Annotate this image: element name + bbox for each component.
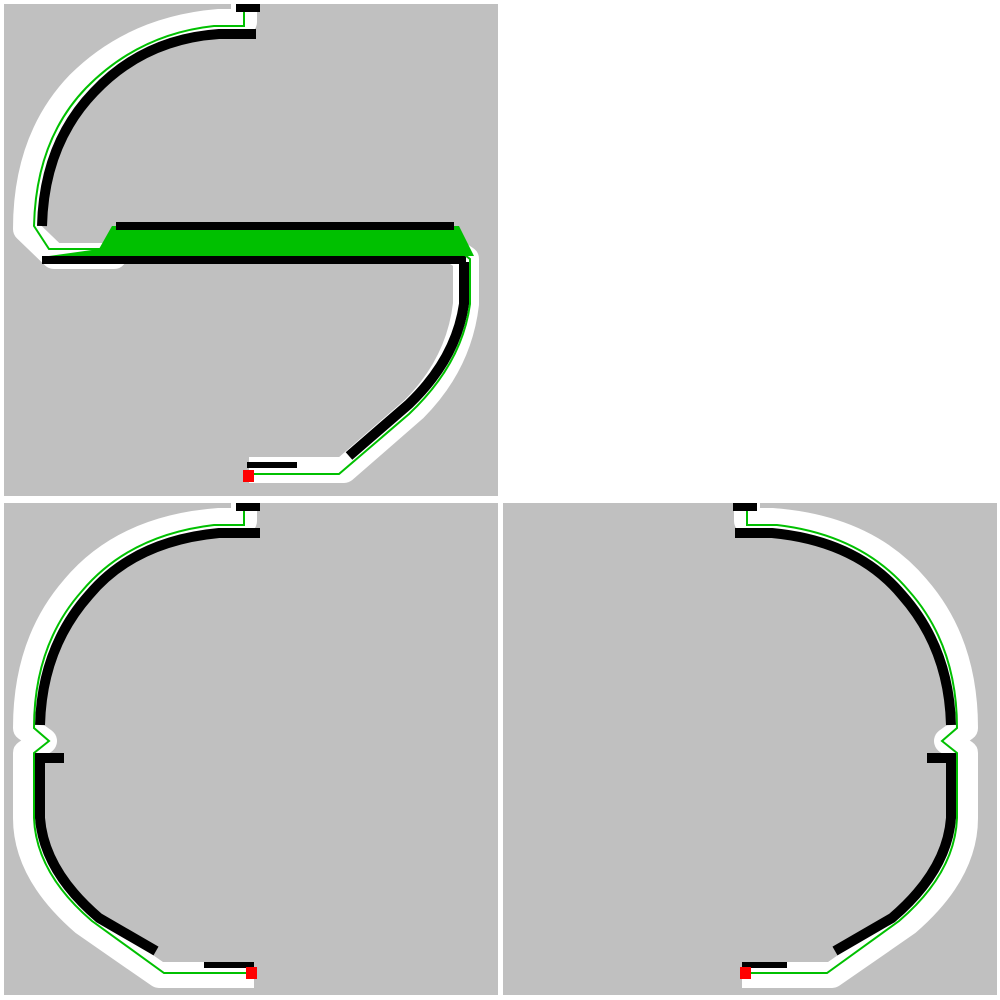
- start-stub: [236, 503, 260, 511]
- path-line: [32, 507, 252, 974]
- endpoint-marker: [740, 967, 751, 979]
- path-line: [742, 507, 959, 974]
- track-outline: [13, 503, 257, 988]
- start-stub: [733, 503, 757, 511]
- lower-arc-track: [35, 753, 159, 956]
- upper-arc-track: [35, 528, 260, 726]
- right-arc-shape: [503, 503, 997, 995]
- track-outline: [734, 503, 978, 988]
- s-curve-shape: [4, 4, 498, 496]
- mirrored-track-group: [733, 503, 978, 988]
- path-line: [32, 8, 471, 475]
- left-arc-panel: [4, 503, 498, 995]
- start-stub: [236, 4, 260, 12]
- s-curve-panel: [4, 4, 498, 496]
- left-arc-shape: [4, 503, 498, 995]
- middle-band: [49, 226, 474, 256]
- endpoint-marker: [243, 470, 254, 482]
- upper-arc-track: [37, 29, 256, 227]
- lower-arc-track: [345, 262, 469, 460]
- lower-arc-track: [832, 753, 956, 956]
- right-arc-panel: [503, 503, 997, 995]
- endpoint-marker: [246, 967, 257, 979]
- upper-arc-track: [735, 528, 956, 726]
